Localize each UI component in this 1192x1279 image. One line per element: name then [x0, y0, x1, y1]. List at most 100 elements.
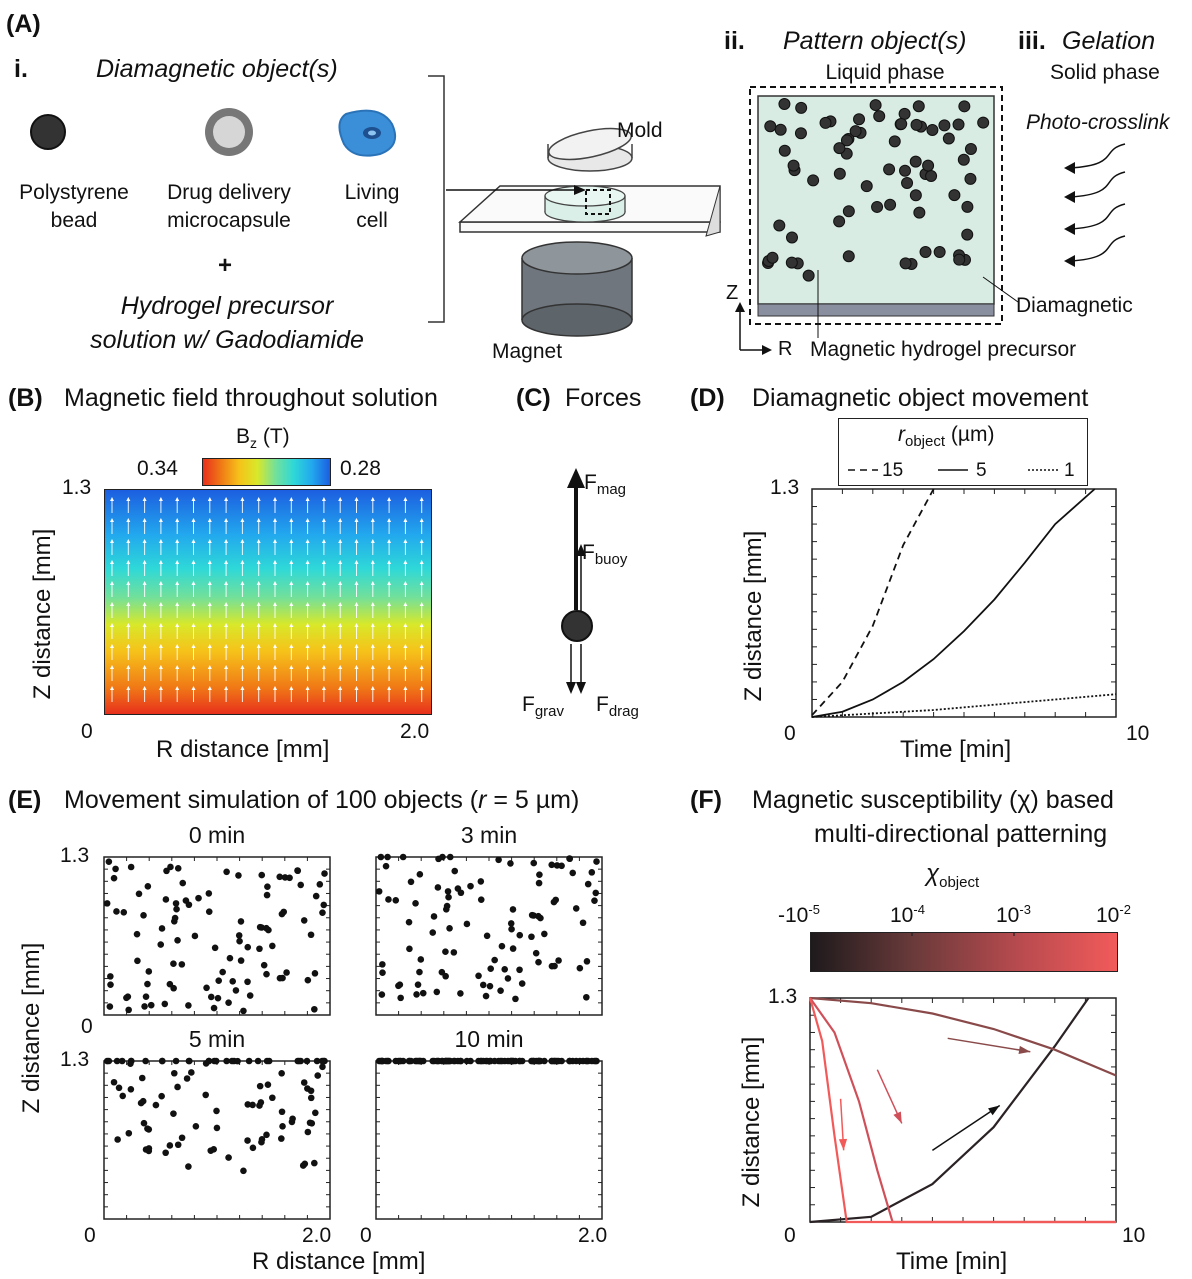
pattern-dot: [802, 269, 815, 282]
field-arrow-head: [142, 560, 147, 564]
particle-dot: [240, 1167, 247, 1175]
series-line-104: [809, 996, 1117, 1077]
particle-dot: [234, 1057, 241, 1065]
particle-dot: [482, 992, 490, 1000]
particle-dot: [509, 945, 517, 952]
field-arrow-head: [110, 560, 114, 564]
field-arrow-head: [387, 581, 392, 585]
pattern-dot: [778, 144, 791, 157]
field-arrow-head: [338, 539, 343, 543]
chi-tick-1: -10-5: [778, 902, 820, 927]
field-arrow-head: [419, 686, 424, 690]
particle-dot: [260, 961, 268, 969]
particle-dot: [106, 1003, 114, 1010]
particle-dot: [123, 994, 130, 1002]
field-arrow-head: [207, 665, 212, 669]
particle-dot: [442, 948, 449, 956]
particle-dot: [566, 855, 573, 862]
field-arrow-head: [175, 644, 180, 648]
field-arrow-head: [110, 665, 114, 669]
field-arrow-head: [207, 686, 212, 690]
particle-dot: [166, 1142, 174, 1149]
polystyrene-bead-icon: [30, 114, 66, 150]
field-arrow-head: [191, 539, 196, 543]
particle-dot: [256, 923, 264, 931]
chi-tick-3: 10-3: [996, 902, 1031, 927]
pattern-dot: [926, 124, 939, 137]
pattern-dot: [833, 142, 846, 155]
particle-dot: [407, 878, 415, 886]
obj2-line2: microcapsule: [167, 209, 291, 232]
legend-label-1: 1: [1064, 460, 1075, 481]
pattern-dot: [910, 118, 923, 131]
field-arrow-head: [321, 686, 326, 690]
field-arrow-head: [224, 644, 229, 648]
particle-dot: [278, 910, 286, 918]
precursor-line2: solution w/ Gadodiamide: [90, 326, 364, 354]
field-arrow-head: [370, 623, 375, 627]
particle-dot: [392, 897, 400, 904]
field-arrow-head: [240, 581, 245, 585]
particle-dot: [174, 1141, 182, 1149]
particle-dot: [161, 1000, 169, 1008]
particle-dot: [487, 965, 495, 972]
field-arrow-head: [240, 560, 245, 564]
particle-dot: [583, 1057, 591, 1065]
particle-dot: [303, 1057, 311, 1065]
subplot-title-5min: 5 min: [188, 1026, 246, 1052]
field-arrow-head: [191, 623, 196, 627]
panel-e-title: Movement simulation of 100 objects (r = …: [64, 786, 580, 814]
particle-dot: [463, 920, 471, 928]
field-arrow-head: [338, 602, 343, 606]
particle-dot: [491, 956, 498, 964]
field-arrow-head: [289, 518, 294, 522]
field-arrow-head: [321, 602, 326, 606]
pattern-dot: [958, 100, 971, 113]
plot-frame: [811, 488, 1117, 718]
pattern-dot: [899, 257, 912, 270]
particle-dot: [133, 930, 141, 938]
field-arrow-head: [256, 623, 261, 627]
field-arrow-head: [158, 560, 163, 564]
particle-dot: [283, 969, 290, 976]
pattern-dot: [853, 113, 866, 126]
panel-f-plot: [808, 996, 1117, 1224]
field-arrow-head: [240, 539, 245, 543]
field-arrow-head: [354, 665, 359, 669]
field-arrow-head: [175, 665, 180, 669]
particle-dot: [134, 957, 141, 965]
panel-e-ytick-zero: 0: [81, 1015, 93, 1038]
particle-dot: [405, 918, 413, 926]
particle-dot: [318, 1057, 326, 1065]
diamagnetic-label: Diamagnetic: [1016, 294, 1133, 317]
particle-dot: [414, 1057, 422, 1065]
particle-dot: [144, 980, 151, 988]
particle-dot: [457, 990, 464, 997]
field-arrow-head: [110, 623, 114, 627]
colorbar-title: Bz (T): [236, 425, 290, 452]
field-arrow-head: [403, 560, 408, 564]
pattern-dot: [977, 116, 990, 129]
panel-d-xlabel: Time [min]: [900, 736, 1012, 763]
particle-dot: [308, 1120, 316, 1127]
magnet-label: Magnet: [492, 340, 563, 363]
direction-arrow-head: [893, 1111, 902, 1124]
field-arrow-head: [338, 644, 343, 648]
particle-dot: [232, 987, 240, 994]
panel-f-xtick-left: 0: [784, 1224, 796, 1247]
field-arrow-head: [175, 686, 180, 690]
field-arrow-head: [191, 665, 196, 669]
panel-a-iii-title: Gelation: [1062, 27, 1156, 55]
field-arrow-head: [273, 497, 277, 501]
field-arrow-head: [158, 686, 163, 690]
field-arrow-head: [175, 581, 180, 585]
particle-dot: [419, 989, 427, 997]
particle-dot: [235, 872, 242, 879]
particle-dot: [311, 1005, 318, 1013]
legend-label-15: 15: [882, 460, 904, 481]
particle-dot: [479, 981, 487, 989]
particle-dot: [223, 1057, 230, 1065]
panel-b-label: (B): [8, 384, 43, 412]
field-arrow-head: [126, 497, 131, 501]
particle-dot: [105, 858, 113, 865]
